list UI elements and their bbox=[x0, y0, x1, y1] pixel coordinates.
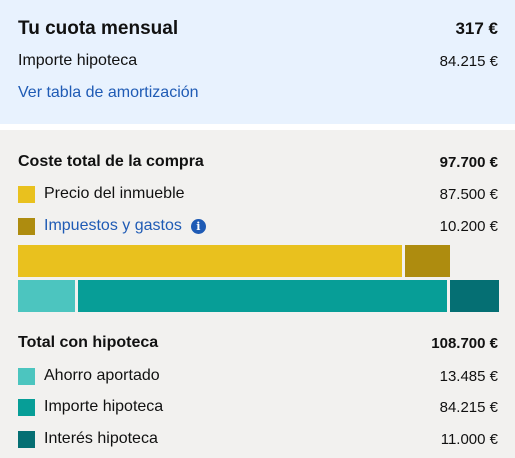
mortgage-cost-bar bbox=[18, 280, 499, 312]
mortgage-total-row: Total con hipoteca 108.700 € bbox=[18, 331, 498, 355]
mortgage-total-title: Total con hipoteca bbox=[18, 334, 159, 351]
interest-label: Interés hipoteca bbox=[44, 430, 158, 447]
bar-segment-mortgage-amount bbox=[77, 280, 448, 312]
amortization-table-link[interactable]: Ver tabla de amortización bbox=[18, 84, 199, 101]
monthly-payment-panel: Tu cuota mensual 317 € Importe hipoteca … bbox=[0, 0, 515, 124]
legend-item-interest: Interés hipoteca 11.000 € bbox=[18, 427, 498, 451]
bar-segment-property-price bbox=[18, 245, 403, 277]
interest-swatch bbox=[18, 430, 35, 448]
legend-item-property-price: Precio del inmueble 87.500 € bbox=[18, 182, 498, 206]
bar-segment-taxes bbox=[405, 245, 451, 277]
monthly-payment-row: Tu cuota mensual 317 € bbox=[18, 17, 498, 41]
legend-item-mortgage-amount: Importe hipoteca 84.215 € bbox=[18, 395, 498, 419]
bar-segment-savings bbox=[18, 280, 75, 312]
savings-label: Ahorro aportado bbox=[44, 367, 160, 384]
savings-swatch bbox=[18, 367, 35, 385]
mortgage-principal-value: 84.215 € bbox=[439, 398, 498, 416]
property-price-label: Precio del inmueble bbox=[44, 185, 185, 202]
taxes-link[interactable]: Impuestos y gastos bbox=[44, 217, 182, 234]
mortgage-principal-label: Importe hipoteca bbox=[44, 398, 164, 415]
mortgage-amount-label: Importe hipoteca bbox=[18, 52, 138, 69]
legend-item-taxes: Impuestos y gastos i 10.200 € bbox=[18, 214, 498, 238]
savings-value: 13.485 € bbox=[439, 367, 498, 385]
info-icon[interactable]: i bbox=[190, 218, 206, 234]
monthly-payment-amount: 317 € bbox=[455, 19, 498, 38]
purchase-total-row: Coste total de la compra 97.700 € bbox=[18, 150, 498, 174]
mortgage-total-value: 108.700 € bbox=[431, 334, 498, 352]
purchase-total-value: 97.700 € bbox=[439, 153, 498, 171]
monthly-payment-title: Tu cuota mensual bbox=[18, 18, 179, 39]
bar-segment-interest bbox=[450, 280, 499, 312]
taxes-swatch bbox=[18, 217, 35, 235]
mortgage-amount-row: Importe hipoteca 84.215 € bbox=[18, 49, 498, 73]
amortization-link-row: Ver tabla de amortización bbox=[18, 81, 498, 105]
property-price-swatch bbox=[18, 185, 35, 203]
property-price-value: 87.500 € bbox=[439, 185, 498, 203]
purchase-cost-bar bbox=[18, 245, 499, 277]
mortgage-amount-value: 84.215 € bbox=[439, 52, 498, 70]
legend-item-savings: Ahorro aportado 13.485 € bbox=[18, 364, 498, 388]
mortgage-amount-swatch bbox=[18, 398, 35, 416]
interest-value: 11.000 € bbox=[440, 430, 498, 448]
taxes-value: 10.200 € bbox=[439, 217, 498, 235]
purchase-total-title: Coste total de la compra bbox=[18, 153, 204, 170]
